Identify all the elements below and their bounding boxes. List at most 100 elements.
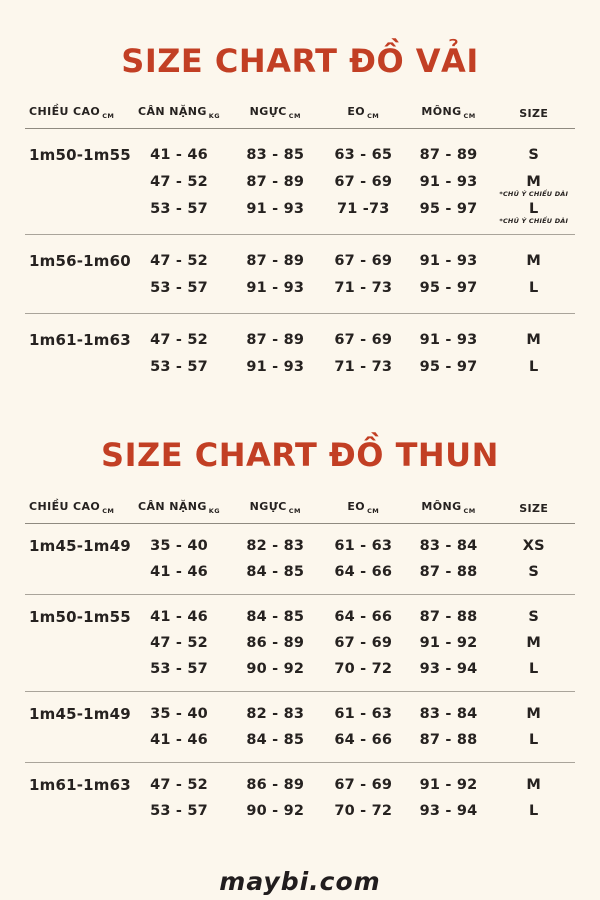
size-label: M (526, 705, 542, 722)
waist-cell: 64 - 66 (334, 563, 393, 580)
hip-cell: 91 - 92 (419, 634, 478, 651)
weight-cell: 47 - 52 (150, 252, 208, 269)
height-group: 1m61-1m63 47 - 52 87 - 89 67 - 69 91 - 93 M 53… (25, 314, 575, 392)
height-cell: 1m45-1m49 (25, 705, 131, 723)
column-header-label: EO (347, 105, 366, 119)
height-cell: 1m56-1m60 (25, 252, 131, 270)
column-header-label: CÂN NẶNG (138, 105, 207, 119)
table-header-row: CHIỀU CAO CM CÂN NẶNG KG NGỰC CM EO CM MÔNG CM SIZ… (25, 500, 575, 524)
weight-cell: 35 - 40 (150, 705, 208, 722)
column-header: EO CM (322, 105, 405, 120)
weight-cell: 53 - 57 (150, 660, 208, 677)
bust-cell: 90 - 92 (246, 660, 305, 677)
table-row: 1m45-1m49 35 - 40 82 - 83 61 - 63 83 - 84 XS (25, 533, 575, 559)
column-header-unit: CM (367, 112, 380, 121)
size-cell: S (493, 609, 576, 625)
waist-cell: 67 - 69 (334, 634, 393, 651)
column-header-unit: CM (288, 112, 301, 121)
height-range: 1m61-1m63 (29, 330, 131, 349)
size-label: S (528, 146, 540, 163)
table-row: 1m50-1m55 41 - 46 83 - 85 63 - 65 87 - 89 S (25, 141, 575, 168)
weight-cell: 47 - 52 (150, 776, 208, 793)
size-cell: M (493, 777, 576, 793)
size-label: M (526, 173, 542, 190)
size-cell: L (493, 661, 576, 677)
bust-cell: 87 - 89 (246, 252, 305, 269)
waist-cell: 71 -73 (336, 200, 390, 217)
column-header-unit: CM (367, 506, 380, 515)
hip-cell: 83 - 84 (419, 705, 478, 722)
table-row: 1m45-1m49 35 - 40 82 - 83 61 - 63 83 - 84 M (25, 701, 575, 727)
bust-cell: 91 - 93 (246, 279, 305, 296)
column-header-unit: CM (463, 506, 476, 515)
size-cell: XS (493, 538, 576, 554)
column-header: CÂN NẶNG KG (130, 500, 229, 515)
hip-cell: 91 - 93 (419, 252, 478, 269)
bust-cell: 82 - 83 (246, 537, 305, 554)
hip-cell: 87 - 88 (419, 731, 478, 748)
size-cell: S (493, 564, 576, 580)
weight-cell: 35 - 40 (150, 537, 208, 554)
weight-cell: 41 - 46 (150, 146, 208, 163)
size-cell: L (493, 359, 576, 375)
weight-cell: 41 - 46 (150, 608, 208, 625)
bust-cell: 87 - 89 (246, 331, 305, 348)
size-chart-section: SIZE CHART ĐỒ THUN CHIỀU CAO CM CÂN NẶNG KG N… (25, 392, 575, 832)
table-row: 53 - 57 91 - 93 71 -73 95 - 97 L *CHÚ Ý CHIỀU… (25, 195, 575, 225)
height-cell: 1m50-1m55 (25, 608, 131, 626)
height-range: 1m50-1m55 (29, 145, 131, 164)
size-cell: M (493, 332, 576, 348)
size-cell: L (493, 732, 576, 748)
column-header: CHIỀU CAO CM (25, 105, 130, 120)
size-cell: M (493, 635, 576, 651)
bust-cell: 82 - 83 (246, 705, 305, 722)
table-row: 1m61-1m63 47 - 52 87 - 89 67 - 69 91 - 93 M (25, 326, 575, 353)
hip-cell: 95 - 97 (419, 279, 478, 296)
waist-cell: 67 - 69 (334, 331, 393, 348)
tables-container: SIZE CHART ĐỒ VẢI CHIỀU CAO CM CÂN NẶNG KG NG… (25, 0, 575, 833)
height-cell: 1m61-1m63 (25, 776, 131, 794)
size-label: S (528, 608, 540, 625)
column-header: NGỰC CM (229, 105, 323, 120)
weight-cell: 53 - 57 (150, 279, 208, 296)
column-header-unit: KG (208, 112, 220, 121)
column-header-unit: CM (102, 506, 115, 515)
hip-cell: 87 - 88 (419, 563, 478, 580)
table-row: 41 - 46 84 - 85 64 - 66 87 - 88 S (25, 559, 575, 585)
column-header: MÔNG CM (405, 105, 493, 120)
size-cell: L (493, 803, 576, 819)
bust-cell: 86 - 89 (246, 776, 305, 793)
waist-cell: 70 - 72 (334, 660, 393, 677)
column-header: NGỰC CM (229, 500, 323, 515)
bust-cell: 83 - 85 (246, 146, 305, 163)
size-length-note: *CHÚ Ý CHIỀU DÀI (499, 189, 569, 198)
size-label: M (526, 252, 542, 269)
bust-cell: 84 - 85 (246, 731, 305, 748)
waist-cell: 64 - 66 (334, 608, 393, 625)
table-row: 53 - 57 91 - 93 71 - 73 95 - 97 L (25, 353, 575, 380)
height-cell: 1m50-1m55 (25, 145, 131, 164)
hip-cell: 91 - 92 (419, 776, 478, 793)
column-header-label: EO (347, 499, 366, 513)
size-label: L (529, 731, 539, 748)
height-cell: 1m45-1m49 (25, 536, 131, 555)
size-length-note: *CHÚ Ý CHIỀU DÀI (499, 216, 569, 225)
column-header: CHIỀU CAO CM (25, 500, 130, 515)
bust-cell: 84 - 85 (246, 608, 305, 625)
table-row: 53 - 57 90 - 92 70 - 72 93 - 94 L (25, 656, 575, 682)
table-row: 53 - 57 90 - 92 70 - 72 93 - 94 L (25, 798, 575, 824)
bust-cell: 91 - 93 (246, 358, 305, 375)
height-group: 1m45-1m49 35 - 40 82 - 83 61 - 63 83 - 84 XS 4… (25, 524, 575, 595)
hip-cell: 95 - 97 (419, 200, 478, 217)
size-label: L (529, 660, 539, 677)
bust-cell: 87 - 89 (246, 173, 305, 190)
size-cell: M (493, 253, 576, 269)
size-cell: L (493, 280, 576, 296)
weight-cell: 47 - 52 (150, 331, 208, 348)
height-range: 1m45-1m49 (29, 536, 131, 555)
size-cell: S (493, 147, 576, 163)
size-cell: M (493, 706, 576, 722)
size-label: XS (522, 537, 545, 554)
table-row: 53 - 57 91 - 93 71 - 73 95 - 97 L (25, 274, 575, 301)
